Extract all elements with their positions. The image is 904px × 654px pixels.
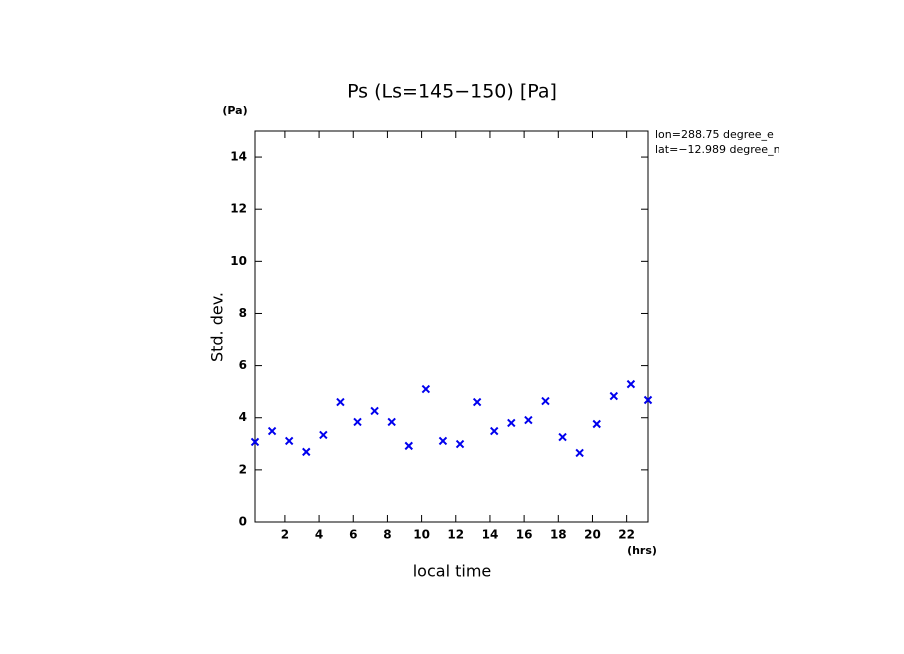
y-tick-label: 4 (239, 410, 247, 424)
y-tick-label: 12 (230, 202, 247, 216)
data-point (302, 447, 311, 457)
data-point (319, 430, 328, 440)
x-tick-label: 18 (550, 528, 567, 542)
x-tick-label: 2 (281, 528, 289, 542)
data-point (250, 437, 260, 447)
data-point (575, 448, 584, 458)
data-point (438, 436, 448, 446)
data-point (387, 417, 396, 427)
y-tick-label: 6 (239, 358, 247, 372)
data-point (626, 379, 636, 389)
x-tick-label: 12 (447, 528, 464, 542)
x-tick-label: 10 (413, 528, 430, 542)
data-point (455, 439, 465, 449)
data-point (472, 397, 482, 407)
data-point (524, 415, 533, 425)
x-unit: (hrs) (627, 544, 657, 557)
data-point (507, 418, 516, 428)
x-tick-label: 14 (482, 528, 499, 542)
chart-title: Ps (Ls=145−150) [Pa] (347, 81, 557, 103)
data-point (609, 391, 619, 401)
data-point (336, 397, 345, 407)
y-tick-label: 10 (230, 254, 247, 268)
data-point (284, 436, 294, 446)
data-point (558, 432, 567, 442)
data-point (421, 384, 431, 394)
data-point (404, 441, 413, 451)
y-unit: (Pa) (222, 104, 247, 117)
x-tick-label: 8 (383, 528, 391, 542)
data-point (592, 419, 601, 429)
data-point (353, 417, 362, 427)
annotation: lat=−12.989 degree_n (655, 143, 781, 156)
data-point (490, 426, 499, 436)
y-tick-label: 0 (239, 515, 247, 529)
data-point (541, 396, 550, 406)
x-tick-label: 20 (584, 528, 601, 542)
y-tick-label: 14 (230, 150, 247, 164)
plot-frame (254, 130, 649, 523)
annotation: lon=288.75 degree_e (655, 128, 774, 141)
data-point (267, 426, 277, 436)
x-tick-label: 4 (315, 528, 323, 542)
x-tick-label: 16 (516, 528, 533, 542)
data-point (370, 406, 379, 416)
y-axis-label: Std. dev. (208, 292, 227, 362)
x-tick-label: 22 (618, 528, 635, 542)
y-tick-label: 2 (239, 462, 247, 476)
x-axis-label: local time (413, 562, 492, 581)
y-tick-label: 8 (239, 306, 247, 320)
data-point (643, 395, 653, 405)
x-tick-label: 6 (349, 528, 357, 542)
